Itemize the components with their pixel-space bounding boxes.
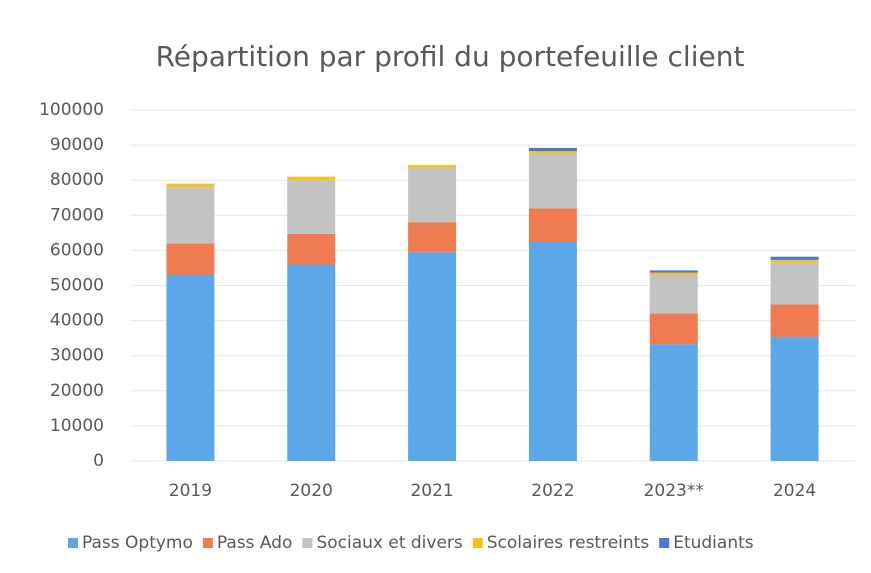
bar-segment: [649, 344, 698, 461]
y-tick-label: 60000: [50, 240, 104, 260]
y-tick-label: 70000: [50, 205, 104, 225]
y-tick-label: 50000: [50, 276, 104, 296]
bar-segment: [166, 187, 215, 244]
bar-segment: [408, 165, 457, 168]
bar-segment: [166, 243, 215, 275]
bar-segment: [770, 256, 819, 260]
bar-segment: [287, 176, 336, 181]
y-tick-label: 0: [93, 451, 104, 471]
legend-label: Pass Ado: [217, 533, 293, 553]
bar-segment: [649, 313, 698, 345]
bar-segment: [408, 167, 457, 223]
legend-label: Pass Optymo: [82, 533, 193, 553]
bar-segment: [528, 241, 577, 461]
y-tick-label: 20000: [50, 381, 104, 401]
bar-segment: [408, 252, 457, 461]
bar-segment: [528, 208, 577, 242]
bar-segment: [166, 183, 215, 188]
bar-segment: [287, 180, 336, 234]
y-tick-label: 80000: [50, 170, 104, 190]
y-tick-label: 100000: [39, 100, 104, 120]
bar-segment: [287, 233, 336, 265]
legend-label: Scolaires restreints: [487, 533, 650, 553]
chart-title: Répartition par profil du portefeuille c…: [156, 40, 745, 73]
legend-swatch: [302, 538, 313, 548]
bar-segment: [649, 274, 698, 314]
x-tick-label: 2023**: [644, 481, 704, 501]
legend-swatch: [472, 538, 483, 548]
bar-segment: [770, 337, 819, 461]
y-tick-label: 10000: [50, 416, 104, 436]
bar-segment: [166, 274, 215, 461]
bar-segment: [649, 272, 698, 275]
bar-segment: [528, 151, 577, 154]
x-tick-label: 2019: [169, 481, 212, 501]
bar-segment: [287, 264, 336, 461]
x-tick-label: 2020: [290, 481, 333, 501]
legend-swatch: [202, 538, 213, 548]
bar-segment: [649, 270, 698, 273]
x-tick-label: 2022: [531, 481, 574, 501]
bar-segment: [770, 304, 819, 338]
x-tick-label: 2021: [410, 481, 453, 501]
legend-swatch: [68, 538, 78, 548]
legend-label: Etudiants: [673, 533, 754, 553]
y-tick-label: 40000: [50, 311, 104, 331]
bar-segment: [528, 153, 577, 209]
bar-segment: [408, 222, 457, 253]
bar-segment: [770, 262, 819, 305]
legend-label: Sociaux et divers: [316, 533, 462, 553]
y-tick-label: 30000: [50, 346, 104, 366]
bar-segment: [528, 147, 577, 152]
bar-segment: [770, 259, 819, 263]
legend-swatch: [659, 538, 670, 548]
x-tick-label: 2024: [773, 481, 816, 501]
y-tick-label: 90000: [50, 135, 104, 155]
